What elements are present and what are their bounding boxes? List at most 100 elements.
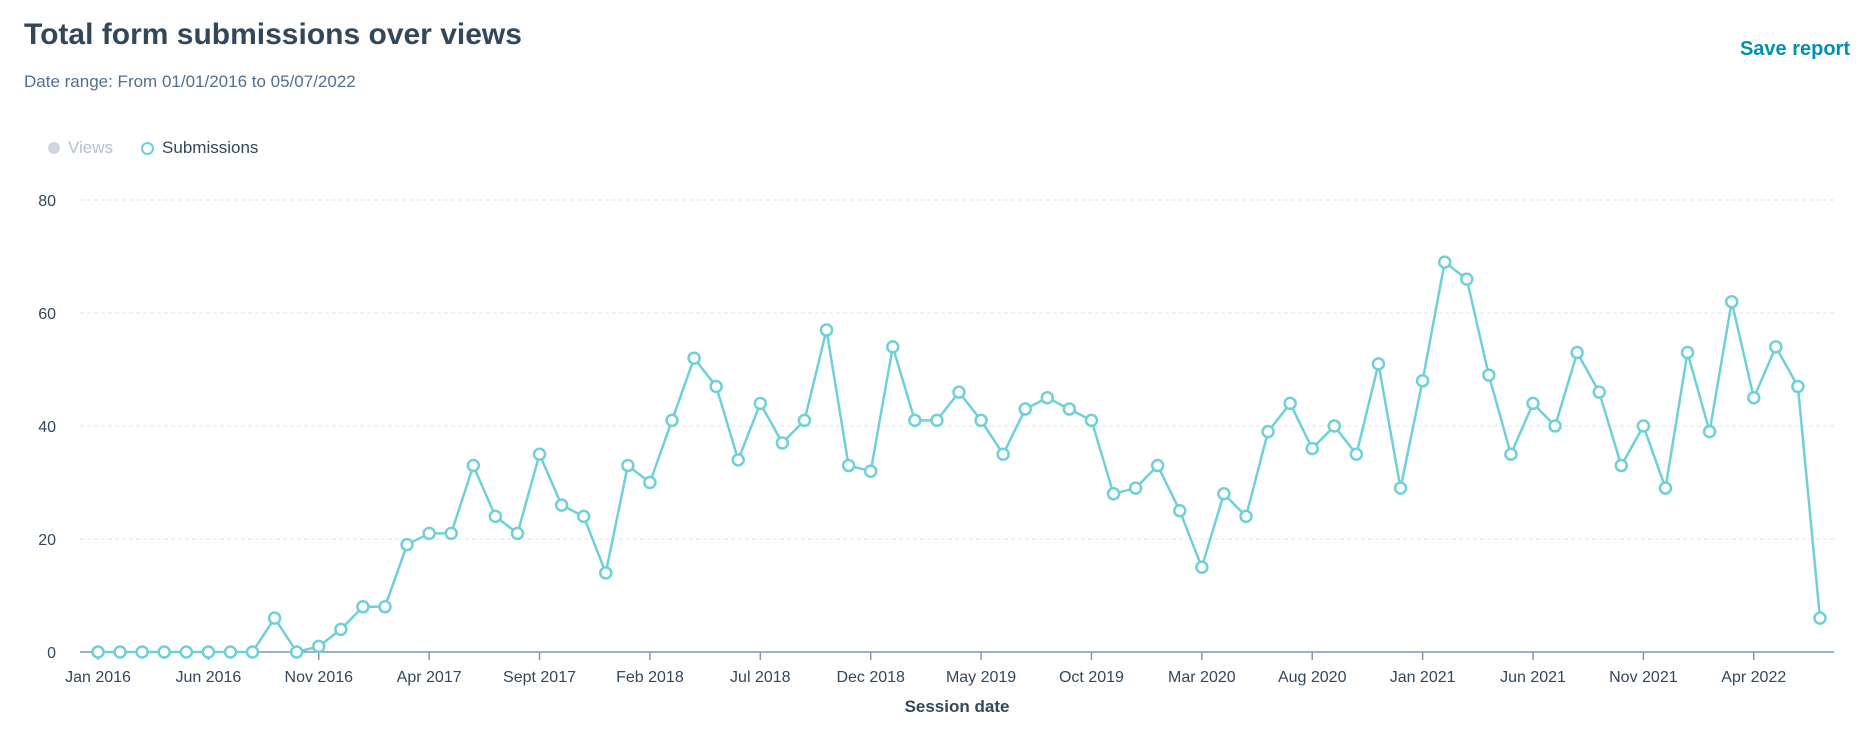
legend-dot-submissions — [141, 141, 155, 155]
save-report-button[interactable]: Save report — [1739, 38, 1850, 60]
data-point[interactable] — [1283, 396, 1297, 411]
data-point[interactable] — [532, 447, 547, 461]
data-point[interactable] — [1173, 504, 1187, 518]
data-point[interactable] — [91, 645, 105, 659]
data-point[interactable] — [1658, 481, 1673, 495]
data-point[interactable] — [731, 453, 745, 467]
data-point[interactable] — [1128, 481, 1143, 495]
data-point[interactable] — [599, 566, 613, 580]
data-point[interactable] — [312, 639, 326, 654]
data-point[interactable] — [1106, 487, 1121, 501]
data-point[interactable] — [1261, 424, 1275, 439]
data-point[interactable] — [1239, 509, 1253, 524]
y-axis-ticks: 0 20 40 60 80 — [38, 193, 56, 662]
data-point[interactable] — [1393, 481, 1408, 495]
legend-label-submissions: Submissions — [162, 138, 259, 157]
data-point[interactable] — [974, 413, 988, 428]
data-point[interactable] — [576, 509, 591, 524]
x-axis-label: Session date — [905, 697, 1010, 716]
data-point[interactable] — [1305, 441, 1319, 456]
data-point[interactable] — [179, 645, 194, 659]
data-point[interactable] — [1437, 255, 1452, 269]
data-point[interactable] — [1592, 385, 1606, 399]
data-point[interactable] — [1570, 345, 1584, 360]
data-point[interactable] — [422, 526, 436, 541]
data-point[interactable] — [1040, 391, 1055, 405]
data-point[interactable] — [488, 509, 503, 524]
data-point[interactable] — [819, 323, 834, 337]
grid-lines — [80, 199, 1834, 540]
data-point[interactable] — [1482, 368, 1496, 382]
data-point[interactable] — [1217, 487, 1231, 501]
data-point[interactable] — [952, 385, 966, 399]
x-tick-label: Apr 2017 — [397, 669, 462, 686]
data-point[interactable] — [996, 447, 1010, 461]
data-point[interactable] — [1791, 379, 1805, 394]
data-point[interactable] — [643, 475, 657, 490]
data-point[interactable] — [753, 396, 768, 411]
data-point[interactable] — [621, 458, 635, 473]
data-point[interactable] — [1526, 396, 1540, 411]
x-tick-label: Dec 2018 — [836, 669, 905, 686]
x-tick-label: Jan 2021 — [1390, 669, 1456, 686]
data-point[interactable] — [378, 600, 392, 614]
data-point[interactable] — [1813, 611, 1827, 625]
data-point[interactable] — [1680, 345, 1695, 360]
data-point[interactable] — [797, 413, 812, 428]
data-point[interactable] — [201, 645, 216, 659]
data-point[interactable] — [886, 340, 900, 354]
series-submissions — [91, 255, 1827, 659]
data-point[interactable] — [113, 645, 127, 659]
data-point[interactable] — [687, 351, 701, 365]
data-point[interactable] — [554, 498, 569, 512]
data-point[interactable] — [444, 526, 458, 541]
chart-legend: Views Submissions — [48, 138, 258, 158]
data-point[interactable] — [1150, 458, 1165, 473]
x-tick-label: Sept 2017 — [503, 669, 576, 686]
data-point[interactable] — [267, 611, 282, 625]
data-point[interactable] — [863, 464, 878, 478]
data-point[interactable] — [1702, 424, 1717, 439]
data-point[interactable] — [1415, 374, 1430, 388]
data-point[interactable] — [1327, 419, 1342, 433]
data-point[interactable] — [245, 645, 260, 659]
data-point[interactable] — [1018, 402, 1032, 416]
data-point[interactable] — [775, 436, 790, 450]
data-point[interactable] — [289, 645, 304, 659]
data-point[interactable] — [334, 622, 348, 637]
data-point[interactable] — [466, 458, 481, 473]
series-line-submissions — [98, 260, 1822, 654]
y-tick-label: 0 — [47, 645, 56, 662]
data-point[interactable] — [1614, 458, 1629, 473]
data-point[interactable] — [1747, 391, 1761, 405]
legend-item-submissions[interactable]: Submissions — [141, 138, 258, 158]
data-point[interactable] — [1504, 447, 1518, 461]
report-title: Total form submissions over views — [24, 18, 522, 51]
data-point[interactable] — [510, 526, 525, 541]
data-point[interactable] — [1195, 560, 1209, 574]
x-tick-label: Nov 2021 — [1609, 669, 1678, 686]
data-point[interactable] — [1548, 419, 1562, 433]
data-point[interactable] — [1636, 419, 1651, 433]
data-point[interactable] — [908, 413, 922, 428]
data-point[interactable] — [356, 600, 370, 614]
data-point[interactable] — [1062, 402, 1077, 416]
data-point[interactable] — [1084, 413, 1099, 428]
data-point[interactable] — [1349, 447, 1364, 461]
data-point[interactable] — [135, 645, 149, 659]
data-point[interactable] — [223, 645, 238, 659]
data-point[interactable] — [1371, 357, 1386, 371]
legend-label-views: Views — [68, 138, 114, 157]
data-point[interactable] — [930, 413, 944, 428]
data-point[interactable] — [841, 458, 856, 473]
data-point[interactable] — [665, 413, 679, 428]
data-point[interactable] — [709, 379, 723, 394]
data-point[interactable] — [1460, 272, 1474, 286]
data-point[interactable] — [1724, 294, 1739, 309]
legend-item-views[interactable]: Views — [48, 138, 113, 158]
data-point[interactable] — [400, 537, 414, 552]
data-point[interactable] — [1769, 340, 1783, 354]
y-tick-label: 60 — [38, 306, 56, 323]
legend-dot-views — [48, 142, 60, 154]
data-point[interactable] — [157, 645, 171, 659]
